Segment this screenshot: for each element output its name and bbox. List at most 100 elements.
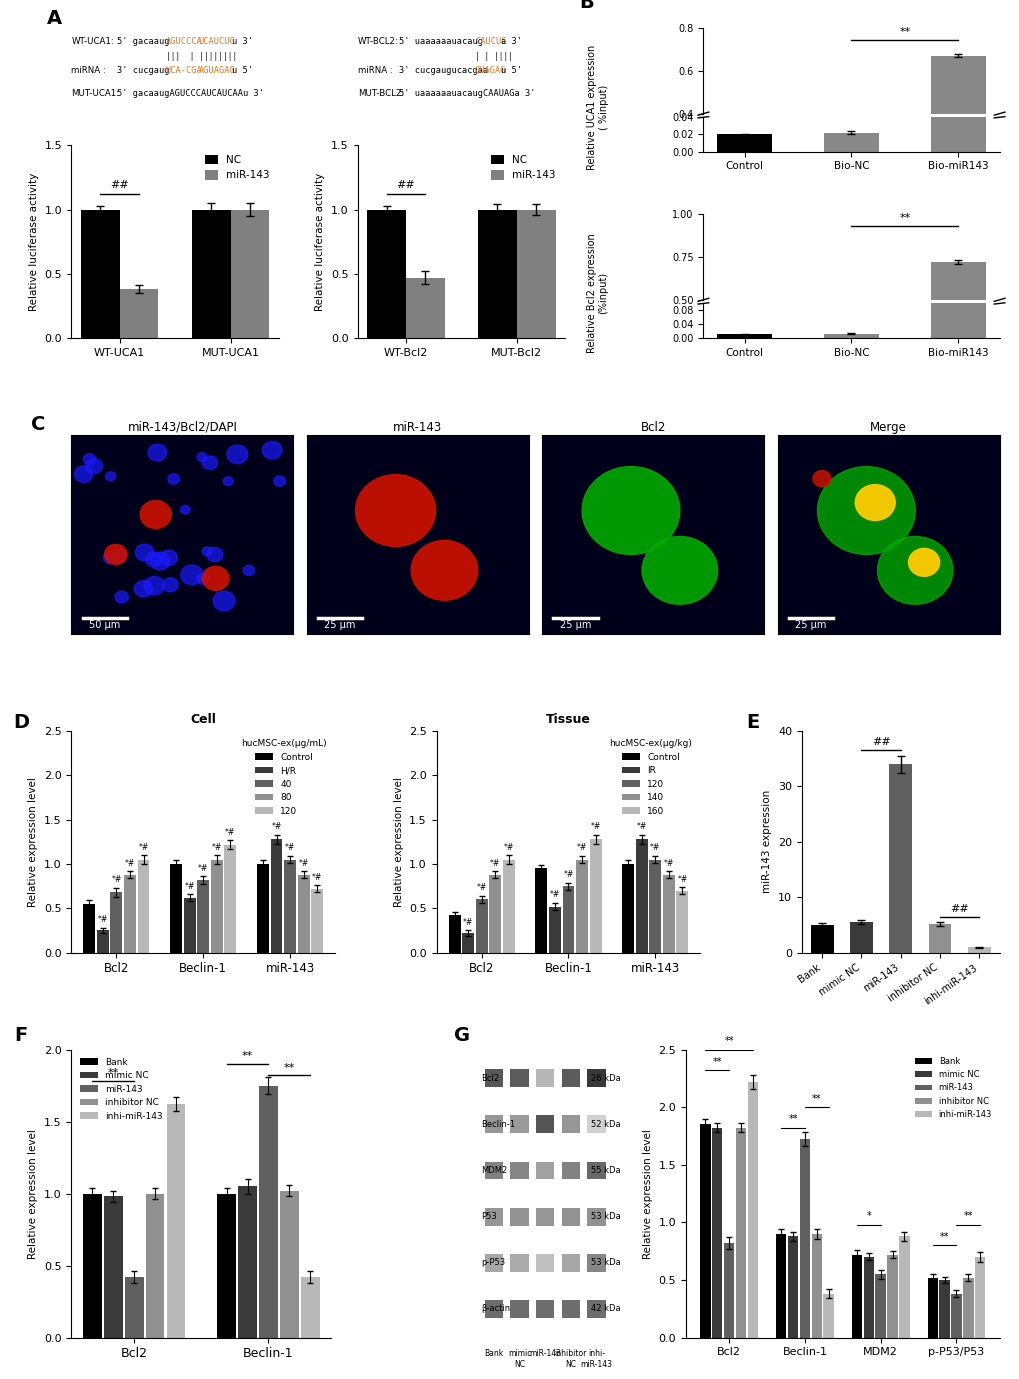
Bar <box>589 840 601 953</box>
Text: *#: *# <box>503 843 514 852</box>
Circle shape <box>854 484 895 520</box>
Bar <box>899 1236 909 1338</box>
Text: **: ** <box>938 1231 949 1242</box>
Circle shape <box>105 545 126 564</box>
Text: *#: *# <box>463 918 473 927</box>
Text: *#: *# <box>225 827 235 837</box>
Bar <box>535 1116 554 1134</box>
Text: *#: *# <box>299 859 309 867</box>
Circle shape <box>207 547 222 561</box>
Bar <box>510 1069 528 1087</box>
Bar <box>81 210 119 338</box>
Text: u 5': u 5' <box>500 66 522 76</box>
Text: 25 μm: 25 μm <box>795 621 825 630</box>
Bar <box>747 1081 757 1338</box>
Text: P53: P53 <box>481 1212 496 1222</box>
Bar <box>823 194 878 200</box>
Bar <box>823 334 878 338</box>
Text: **: ** <box>242 1051 253 1060</box>
Bar <box>929 55 985 200</box>
Legend: Bank, mimic NC, miR-143, inhibitor NC, inhi-miR-143: Bank, mimic NC, miR-143, inhibitor NC, i… <box>911 1054 995 1123</box>
Text: *#: *# <box>489 859 500 867</box>
Text: mimic
NC: mimic NC <box>507 1349 531 1368</box>
Text: ##: ## <box>950 903 968 914</box>
Circle shape <box>411 541 477 600</box>
Text: MUT-BCL2:: MUT-BCL2: <box>358 88 404 98</box>
Circle shape <box>202 456 217 469</box>
Text: A: A <box>47 8 61 28</box>
Text: 53 kDa: 53 kDa <box>590 1258 621 1267</box>
Text: UCAUCUC: UCAUCUC <box>199 37 235 46</box>
Bar <box>462 934 474 953</box>
Circle shape <box>103 552 117 564</box>
Text: 50 μm: 50 μm <box>89 621 120 630</box>
Bar <box>125 1277 144 1338</box>
Bar <box>217 1194 235 1338</box>
Bar <box>192 210 230 338</box>
Circle shape <box>115 592 128 603</box>
Bar <box>561 1208 580 1226</box>
Text: 55 kDa: 55 kDa <box>591 1167 621 1175</box>
Text: *#: *# <box>271 822 281 832</box>
Bar <box>280 1190 299 1338</box>
Text: CAUCUC: CAUCUC <box>475 37 505 46</box>
Text: 5' uaaaaaauacaugCAAUAGa 3': 5' uaaaaaauacaugCAAUAGa 3' <box>398 88 535 98</box>
Title: Merge: Merge <box>869 421 906 433</box>
Text: *#: *# <box>284 844 294 852</box>
Legend: NC, miR-143: NC, miR-143 <box>201 150 273 185</box>
Bar <box>211 859 222 953</box>
Text: **: ** <box>963 1211 972 1222</box>
Bar <box>962 1278 972 1338</box>
Y-axis label: Relative UCA1 expression
( %input): Relative UCA1 expression ( %input) <box>586 44 608 170</box>
Text: G: G <box>453 1026 470 1045</box>
Bar <box>535 869 547 953</box>
Bar <box>138 859 150 953</box>
Text: **: ** <box>108 1069 119 1078</box>
Bar <box>723 1242 734 1338</box>
Text: 26 kDa: 26 kDa <box>590 1074 621 1083</box>
Bar <box>587 1161 605 1179</box>
Bar <box>84 903 95 953</box>
Text: **: ** <box>723 1036 733 1047</box>
Bar <box>224 844 236 953</box>
Bar <box>716 196 771 200</box>
Circle shape <box>202 567 229 590</box>
Circle shape <box>168 474 179 484</box>
Text: WT-BCL2:: WT-BCL2: <box>358 37 398 46</box>
Title: miR-143/Bcl2/DAPI: miR-143/Bcl2/DAPI <box>127 421 237 433</box>
Text: 3' cucgaugucacgaa: 3' cucgaugucacgaa <box>398 66 488 76</box>
Bar <box>863 1256 873 1338</box>
Text: **: ** <box>788 1114 797 1124</box>
Bar <box>535 1161 554 1179</box>
Y-axis label: Relative expression level: Relative expression level <box>393 776 404 907</box>
Text: *#: *# <box>312 873 322 881</box>
Circle shape <box>74 466 93 483</box>
Text: Bcl2: Bcl2 <box>481 1074 498 1083</box>
Bar <box>484 1300 502 1318</box>
Bar <box>662 874 675 953</box>
Bar <box>587 1300 605 1318</box>
Text: miR-143: miR-143 <box>529 1349 560 1358</box>
Bar <box>535 1208 554 1226</box>
Text: *#: *# <box>476 884 486 892</box>
Circle shape <box>106 472 115 481</box>
Title: Tissue: Tissue <box>545 713 590 725</box>
Title: Bcl2: Bcl2 <box>640 421 665 433</box>
Text: *#: *# <box>590 822 600 832</box>
Text: MUT-UCA1:: MUT-UCA1: <box>71 88 119 98</box>
Bar <box>257 865 269 953</box>
Bar <box>270 840 282 953</box>
Text: 42 kDa: 42 kDa <box>591 1305 621 1313</box>
Y-axis label: Relative expression level: Relative expression level <box>642 1128 652 1259</box>
Bar <box>561 1069 580 1087</box>
Text: D: D <box>13 713 30 732</box>
Text: β-actin: β-actin <box>481 1305 510 1313</box>
Bar <box>146 1194 164 1338</box>
Y-axis label: Relative Bcl2 expression
(%input): Relative Bcl2 expression (%input) <box>586 233 608 353</box>
Bar <box>823 383 878 386</box>
Bar <box>716 385 771 386</box>
Bar <box>822 1294 833 1338</box>
Bar <box>484 1208 502 1226</box>
Bar <box>535 1254 554 1271</box>
Text: 5' gacaaugAGUCCCAUCAUCAAu 3': 5' gacaaugAGUCCCAUCAUCAAu 3' <box>117 88 264 98</box>
